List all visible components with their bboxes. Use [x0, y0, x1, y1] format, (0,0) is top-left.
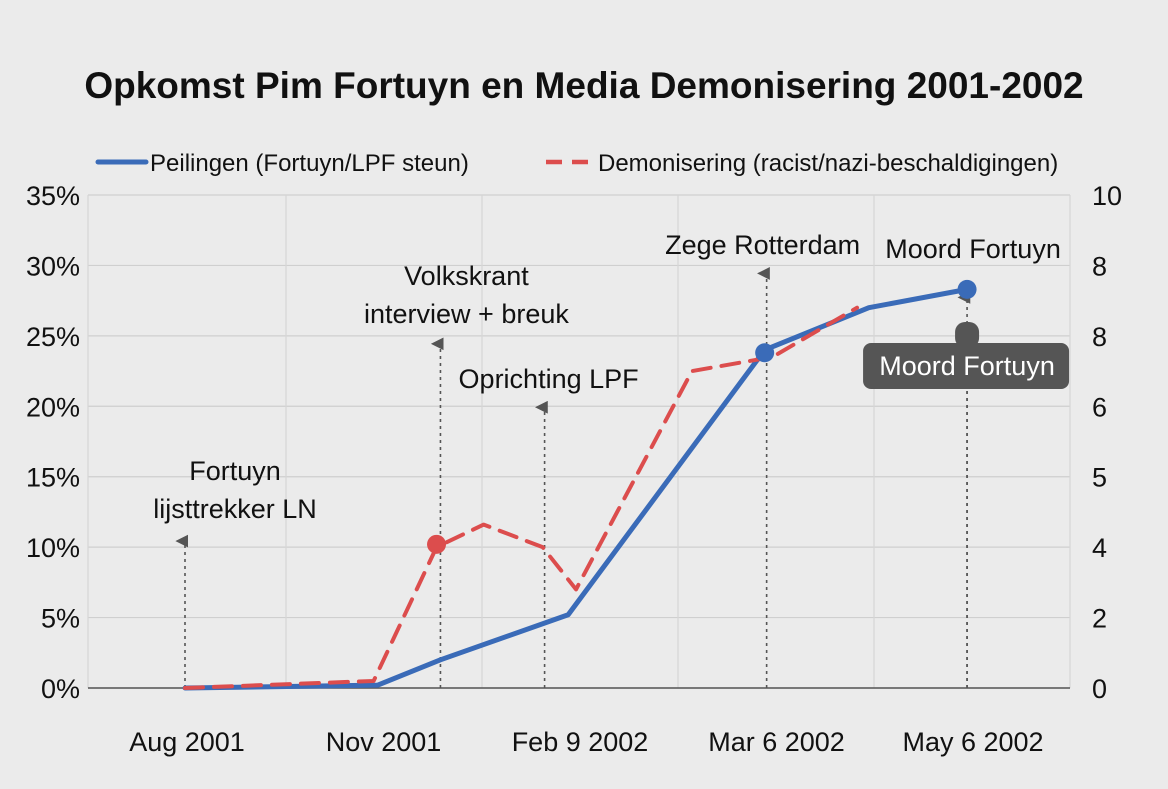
axes: 0% 5% 10% 15% 20% 25% 30% 35% 0 2 4 5 6 8 8 10 Aug 2001 N…: [26, 181, 1122, 757]
y-right-tick-label: 4: [1092, 533, 1107, 563]
annotation-label: Moord Fortuyn: [885, 234, 1061, 264]
x-tick-label: Aug 2001: [129, 727, 245, 757]
y-left-tick-label: 35%: [26, 181, 80, 211]
callout-tab: [955, 322, 980, 348]
y-right-tick-label: 2: [1092, 604, 1107, 634]
annotation-label: Oprichting LPF: [459, 364, 639, 394]
y-left-tick-label: 30%: [26, 251, 80, 281]
annotation-label: Volkskrant: [404, 261, 529, 291]
y-left-tick-label: 25%: [26, 322, 80, 352]
y-right-tick-label: 8: [1092, 251, 1107, 281]
y-right-tick-label: 0: [1092, 674, 1107, 704]
callout-box: [863, 343, 1070, 389]
chart-title: Opkomst Pim Fortuyn en Media Demoniserin…: [84, 65, 1083, 106]
series-layer: [182, 286, 970, 691]
y-right-tick-label: 6: [1092, 392, 1107, 422]
series-line-peilingen: [182, 286, 970, 691]
y-right-tick-label: 8: [1092, 322, 1107, 352]
y-left-tick-label: 10%: [26, 533, 80, 563]
marker-peilingen: [957, 279, 977, 299]
y-left-tick-label: 0%: [41, 674, 80, 704]
legend-label-demonisering: Demonisering (racist/nazi-beschaldiginge…: [598, 150, 1058, 177]
annotation-label: interview + breuk: [364, 299, 569, 329]
callouts-layer: Moord Fortuyn: [863, 322, 1070, 688]
annotation-label: Fortuyn: [189, 456, 281, 486]
annotation-label: lijsttrekker LN: [153, 494, 317, 524]
y-left-tick-label: 15%: [26, 463, 80, 493]
x-tick-label: Mar 6 2002: [708, 727, 845, 757]
y-right-tick-label: 10: [1092, 181, 1122, 211]
annotations: Fortuyn lijsttrekker LN Volkskrant intervie…: [153, 230, 1061, 688]
marker-demonisering: [427, 534, 447, 554]
annotation-label: Zege Rotterdam: [665, 230, 860, 260]
x-tick-label: Nov 2001: [326, 727, 442, 757]
y-left-tick-label: 20%: [26, 392, 80, 422]
grid: [87, 194, 1071, 689]
marker-peilingen: [755, 343, 775, 363]
legend-label-peilingen: Peilingen (Fortuyn/LPF steun): [150, 150, 469, 177]
legend: Peilingen (Fortuyn/LPF steun) Demoniserin…: [95, 150, 1058, 177]
y-right-tick-label: 5: [1092, 463, 1107, 493]
x-tick-label: May 6 2002: [902, 727, 1043, 757]
markers-layer: [427, 279, 977, 554]
callout-label: Moord Fortuyn: [879, 351, 1055, 381]
y-left-tick-label: 5%: [41, 604, 80, 634]
x-tick-label: Feb 9 2002: [512, 727, 649, 757]
series-line-demonisering: [183, 305, 860, 690]
